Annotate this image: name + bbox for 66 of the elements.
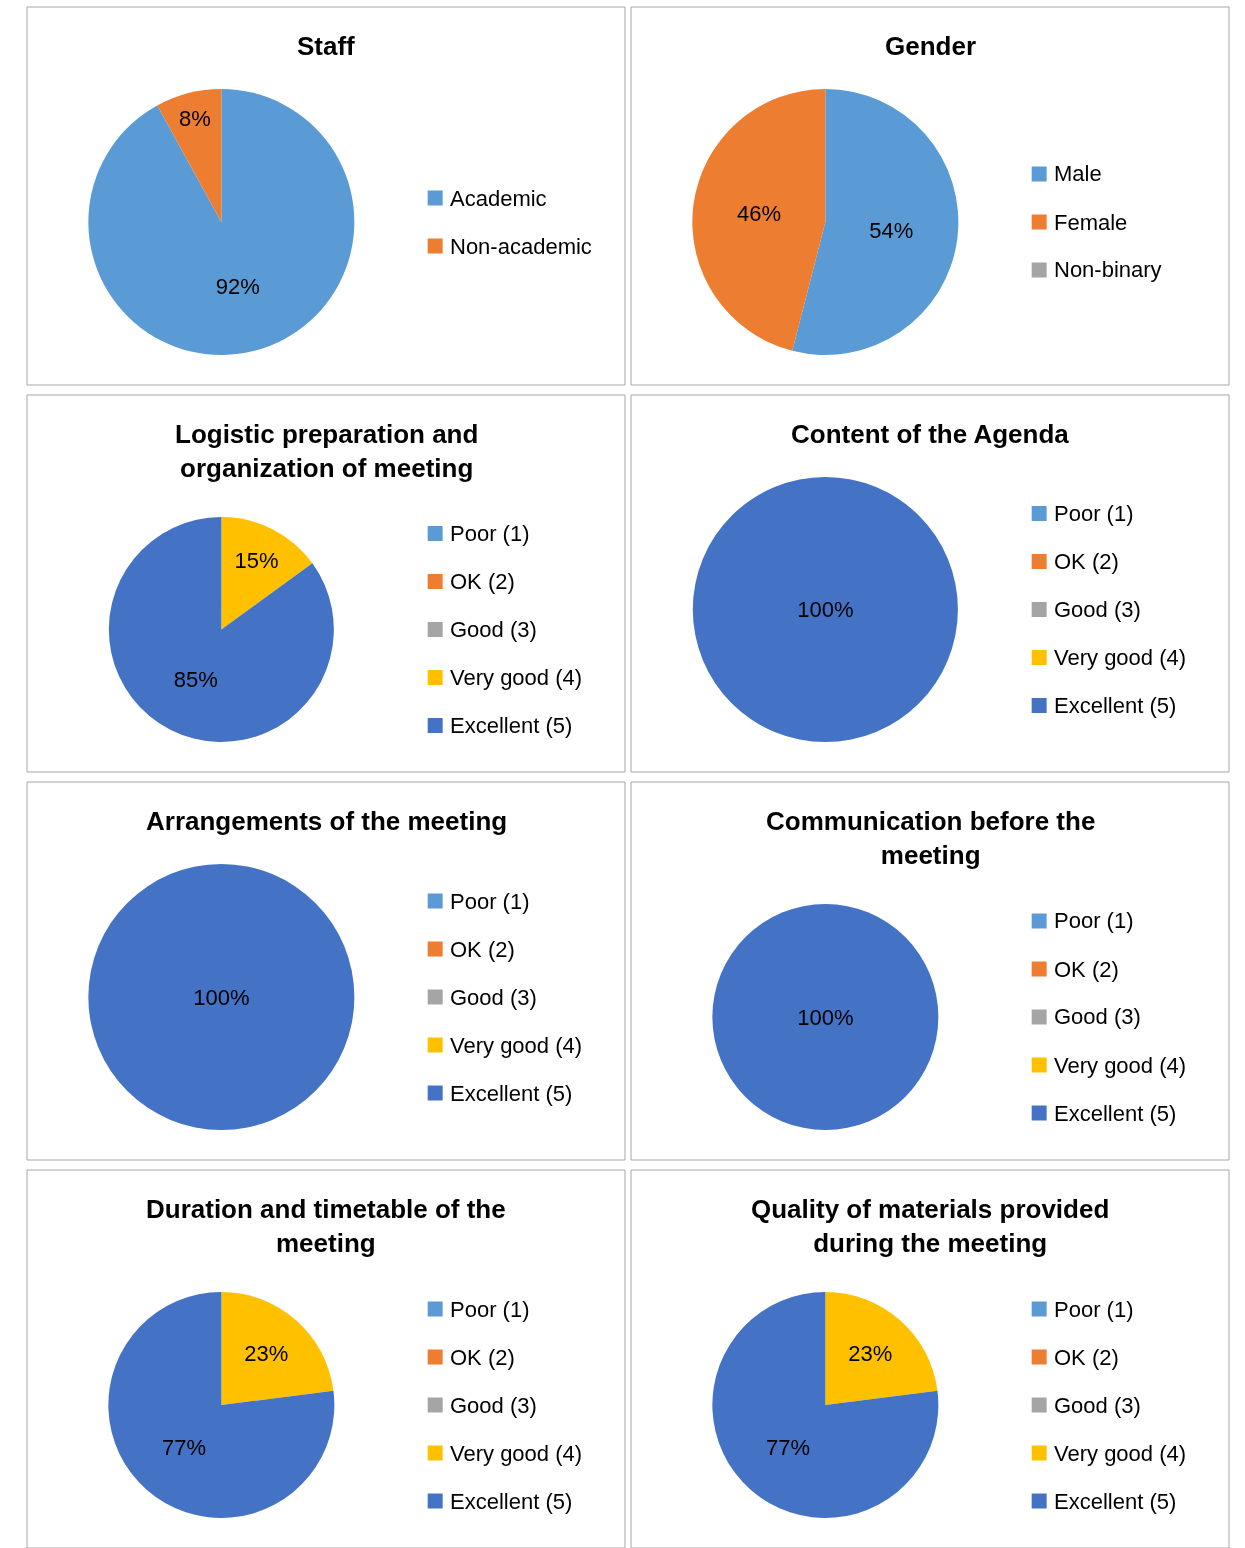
pie-slice: [157, 89, 222, 222]
pie-slice: [108, 517, 334, 742]
legend-label: Excellent (5): [1054, 693, 1177, 718]
legend-label: Good (3): [450, 1393, 537, 1418]
data-label: 100%: [797, 1004, 854, 1030]
pie-slice: [88, 89, 355, 355]
legend-label: OK (2): [450, 1345, 515, 1370]
legend-label: Very good (4): [1054, 645, 1187, 670]
legend-label: Very good (4): [1054, 1441, 1187, 1466]
legend-label: Poor (1): [450, 1297, 530, 1322]
data-label: 8%: [178, 106, 211, 132]
legend-label: Very good (4): [1054, 1053, 1187, 1078]
chart-title: Arrangements of the meeting: [146, 806, 508, 836]
legend-label: Good (3): [1054, 597, 1141, 622]
legend-label: OK (2): [450, 569, 515, 594]
legend-label: Excellent (5): [450, 1081, 573, 1106]
legend-label: Male: [1054, 161, 1102, 186]
chart-title: Staff: [297, 31, 356, 61]
pie-slice: [108, 1292, 335, 1518]
legend-label: Female: [1054, 210, 1128, 235]
data-label: 23%: [244, 1341, 289, 1367]
chart-title: Duration and timetable of the meeting: [146, 1194, 506, 1258]
legend-label: Non-academic: [450, 234, 592, 259]
legend-label: Poor (1): [1054, 1297, 1134, 1322]
chart-title: Content of the Agenda: [791, 419, 1070, 449]
chart-title: Logistic preparation and organization of meeting: [175, 419, 479, 483]
chart-title: Communication before the meeting: [766, 806, 1096, 870]
chart-title: Quality of materials provided during the meeting: [751, 1194, 1110, 1258]
legend-label: OK (2): [1054, 549, 1119, 574]
legend-label: OK (2): [450, 937, 515, 962]
legend-label: Academic: [450, 186, 547, 211]
pie-slice: [712, 1292, 939, 1518]
data-label: 77%: [161, 1434, 207, 1460]
data-label: 92%: [215, 273, 260, 299]
data-label: 100%: [797, 597, 854, 622]
chart-title: Gender: [885, 31, 977, 61]
data-label: 15%: [234, 548, 279, 574]
legend-label: Poor (1): [1054, 501, 1134, 526]
data-label: 85%: [173, 667, 218, 693]
legend-label: Very good (4): [450, 665, 583, 690]
legend-label: Good (3): [450, 985, 537, 1010]
legend-label: Non-binary: [1054, 257, 1162, 282]
pie-slice: [825, 1292, 938, 1405]
legend-label: Good (3): [1054, 1004, 1141, 1029]
legend-label: Poor (1): [450, 889, 530, 914]
legend-label: Excellent (5): [450, 1489, 573, 1514]
legend-label: OK (2): [1054, 1345, 1119, 1370]
pie-slice: [221, 1292, 334, 1405]
legend-label: Poor (1): [1054, 908, 1134, 933]
legend-label: Excellent (5): [1054, 1101, 1177, 1126]
legend-label: Good (3): [450, 617, 537, 642]
data-label: 100%: [193, 984, 250, 1010]
legend-label: Very good (4): [450, 1033, 583, 1058]
data-label: 46%: [737, 201, 782, 227]
pie-slice: [221, 517, 313, 630]
legend-label: Excellent (5): [450, 713, 573, 738]
data-label: 77%: [765, 1434, 811, 1460]
legend-label: OK (2): [1054, 957, 1119, 982]
pie-slice: [792, 89, 959, 355]
pie-slice: [692, 89, 826, 351]
legend-label: Excellent (5): [1054, 1489, 1177, 1514]
data-label: 54%: [869, 217, 914, 243]
data-label: 23%: [848, 1341, 893, 1367]
legend-label: Very good (4): [450, 1441, 583, 1466]
legend-label: Good (3): [1054, 1393, 1141, 1418]
legend-label: Poor (1): [450, 521, 530, 546]
